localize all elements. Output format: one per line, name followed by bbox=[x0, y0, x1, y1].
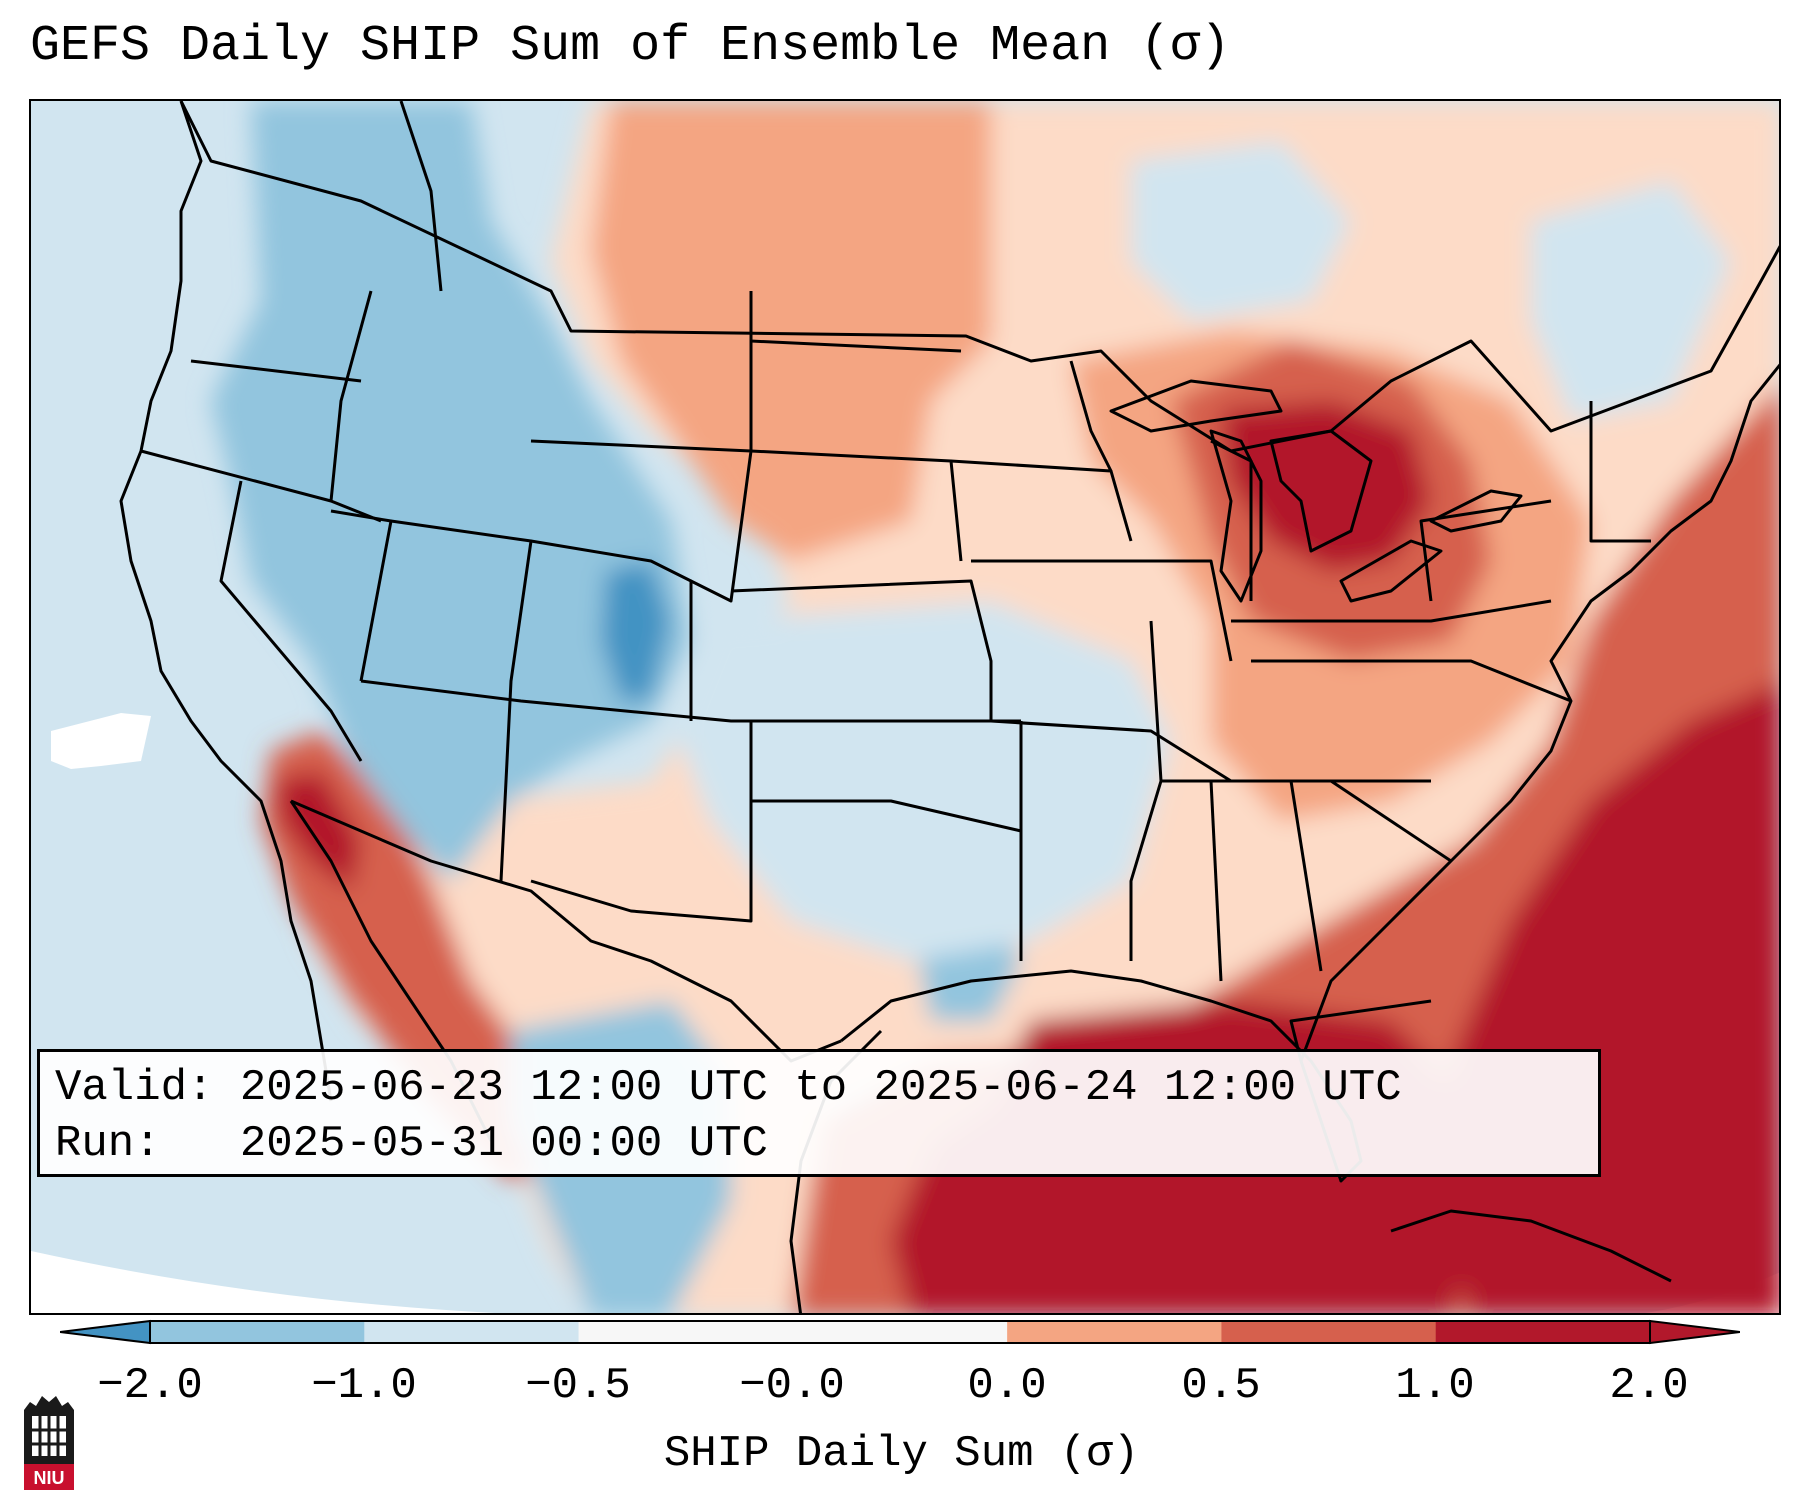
state-line bbox=[1289, 780, 1323, 972]
us-canada-border bbox=[179, 101, 1779, 453]
state-line bbox=[1589, 401, 1651, 543]
state-line bbox=[751, 799, 1022, 833]
colorbar-segment bbox=[364, 1321, 580, 1343]
lake-michigan-outline bbox=[1209, 429, 1263, 603]
colorbar-label: SHIP Daily Sum (σ) bbox=[663, 1429, 1140, 1479]
niu-logo-icon: NIU bbox=[24, 1396, 74, 1490]
state-line bbox=[990, 719, 1232, 783]
colorbar-outline bbox=[149, 1320, 1651, 1344]
anomaly-area-blue-west bbox=[211, 101, 691, 881]
colorbar-segment bbox=[1435, 1321, 1651, 1343]
state-line bbox=[1419, 499, 1552, 602]
colorbar-tick-0: −2.0 bbox=[97, 1361, 203, 1411]
state-line bbox=[730, 579, 993, 721]
state-line bbox=[1209, 780, 1223, 982]
state-line bbox=[971, 559, 1233, 662]
state-line bbox=[1251, 659, 1572, 703]
state-line bbox=[1069, 360, 1113, 472]
anomaly-area-lightblue-maine bbox=[1531, 181, 1731, 421]
anomaly-field bbox=[211, 101, 1779, 1313]
colorbar-extend-high bbox=[1649, 1319, 1740, 1345]
cuba-coastline bbox=[1390, 1209, 1672, 1283]
colorbar-tick-1: −1.0 bbox=[311, 1361, 417, 1411]
anomaly-area-darkblue-colorado bbox=[601, 561, 671, 701]
svg-text:NIU: NIU bbox=[34, 1468, 65, 1488]
colorbar-tick-4: 0.0 bbox=[967, 1361, 1047, 1411]
state-line bbox=[1330, 779, 1452, 863]
state-line bbox=[750, 339, 962, 353]
colorbar-tick-7: 2.0 bbox=[1609, 1361, 1689, 1411]
lake-erie-outline bbox=[1339, 539, 1443, 603]
colorbar-segment bbox=[578, 1321, 794, 1343]
colorbar-segment bbox=[150, 1321, 365, 1343]
atlantic-coastline bbox=[1299, 363, 1779, 1062]
colorbar-extend-low bbox=[60, 1319, 151, 1345]
state-line bbox=[390, 519, 533, 882]
anomaly-area-lightblue-northeast bbox=[1131, 141, 1351, 321]
state-line bbox=[219, 480, 363, 762]
colorbar-segment bbox=[1221, 1321, 1437, 1343]
anomaly-area-salmon-plains bbox=[591, 101, 991, 561]
anomaly-area-lightblue-plains bbox=[671, 601, 1171, 961]
anomaly-patch-white-pacific bbox=[51, 713, 151, 769]
state-line bbox=[190, 359, 362, 383]
pacific-coastline bbox=[119, 101, 333, 1102]
valid-run-info-box: Valid: 2025-06-23 12:00 UTC to 2025-06-2… bbox=[37, 1049, 1601, 1177]
colorbar-tick-2: −0.5 bbox=[525, 1361, 631, 1411]
lake-ontario-outline bbox=[1429, 489, 1523, 533]
state-line bbox=[360, 679, 1021, 723]
state-line bbox=[530, 439, 753, 603]
page-title: GEFS Daily SHIP Sum of Ensemble Mean (σ) bbox=[30, 18, 1231, 75]
anomaly-area-darkred-california bbox=[276, 771, 361, 891]
state-line bbox=[1231, 599, 1552, 623]
colorbar-tick-6: 1.0 bbox=[1395, 1361, 1475, 1411]
colorbar-segment bbox=[792, 1321, 1008, 1343]
colorbar-segment bbox=[1007, 1321, 1222, 1343]
lake-superior-outline bbox=[1109, 379, 1283, 433]
state-line bbox=[530, 721, 753, 923]
run-time-line: Run: 2025-05-31 00:00 UTC bbox=[55, 1119, 768, 1169]
colorbar-tick-3: −0.0 bbox=[739, 1361, 845, 1411]
state-line bbox=[1289, 999, 1432, 1062]
colorbar-tick-5: 0.5 bbox=[1181, 1361, 1261, 1411]
gulf-coastline bbox=[840, 969, 1363, 1183]
colorbar bbox=[60, 1319, 1740, 1345]
state-line bbox=[530, 539, 693, 721]
map-outside-bottom-left bbox=[31, 1251, 496, 1313]
state-line bbox=[1129, 620, 1163, 961]
valid-time-line: Valid: 2025-06-23 12:00 UTC to 2025-06-2… bbox=[55, 1063, 1402, 1113]
state-line bbox=[329, 290, 373, 502]
lake-huron-outline bbox=[1269, 429, 1373, 553]
state-line bbox=[399, 101, 443, 292]
